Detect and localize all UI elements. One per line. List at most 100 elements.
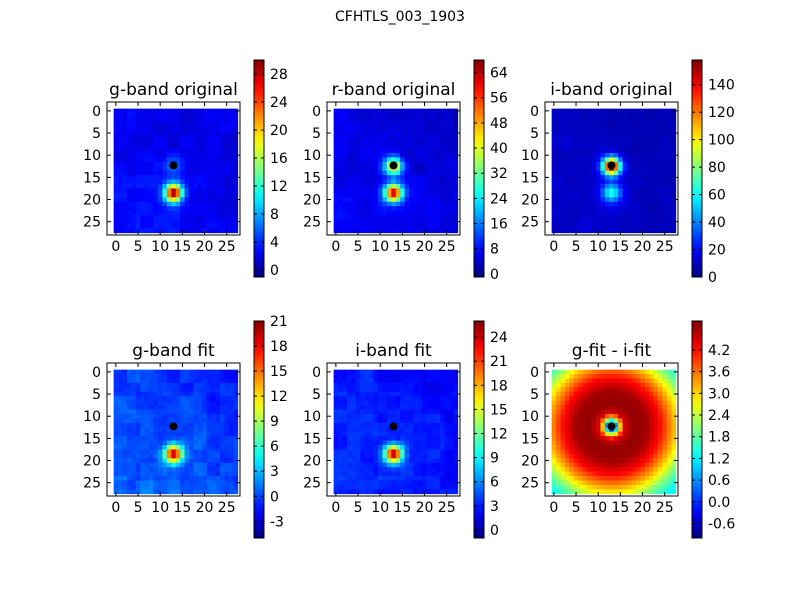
heatmap-cell — [640, 228, 646, 234]
heatmap-cell — [135, 387, 141, 393]
heatmap-cell — [166, 148, 172, 154]
heatmap-cell — [417, 484, 423, 490]
heatmap-cell — [351, 144, 357, 149]
heatmap-cell — [364, 440, 370, 446]
heatmap-cell — [118, 117, 123, 123]
heatmap-cell — [224, 449, 230, 455]
heatmap-cell — [162, 378, 168, 384]
heatmap-cell — [618, 440, 623, 446]
heatmap-cell — [573, 121, 579, 127]
heatmap-cell — [404, 179, 410, 185]
heatmap-cell — [233, 215, 239, 220]
heatmap-cell — [118, 484, 123, 490]
heatmap-cell — [631, 228, 637, 234]
heatmap-cell — [453, 201, 459, 207]
heatmap-cell — [671, 440, 677, 446]
heatmap-cell — [386, 135, 392, 141]
heatmap-cell — [640, 378, 646, 384]
heatmap-cell — [627, 175, 632, 180]
heatmap-cell — [180, 471, 185, 477]
heatmap-cell — [333, 467, 339, 472]
heatmap-cell — [360, 228, 366, 234]
heatmap-cell — [564, 184, 570, 189]
heatmap-cell — [435, 453, 441, 459]
heatmap-cell — [671, 108, 677, 114]
heatmap-cell — [215, 113, 221, 118]
heatmap-cell — [395, 378, 401, 384]
heatmap-cell — [144, 184, 150, 189]
heatmap-cell — [653, 135, 659, 141]
heatmap-cell — [162, 166, 168, 172]
heatmap-cell — [627, 369, 632, 375]
heatmap-cell — [644, 197, 650, 203]
heatmap-cell — [131, 223, 137, 229]
heatmap-cell — [126, 484, 132, 490]
heatmap-cell — [653, 228, 659, 234]
heatmap-cell — [622, 219, 628, 225]
heatmap-cell — [653, 188, 659, 194]
heatmap-cell — [573, 148, 579, 154]
heatmap-cell — [118, 192, 123, 198]
heatmap-cell — [157, 157, 163, 163]
heatmap-cell — [440, 387, 445, 393]
heatmap-cell — [395, 422, 401, 428]
heatmap-cell — [351, 374, 357, 379]
heatmap-cell — [197, 480, 203, 486]
heatmap-cell — [175, 135, 181, 141]
heatmap-cell — [228, 170, 234, 176]
heatmap-cell — [233, 223, 239, 229]
heatmap-cell — [351, 135, 357, 141]
heatmap-cell — [140, 405, 146, 410]
heatmap-cell — [604, 223, 610, 229]
heatmap-cell — [206, 471, 212, 477]
heatmap-cell — [211, 400, 216, 406]
heatmap-cell — [622, 418, 628, 424]
heatmap-cell — [440, 378, 445, 384]
heatmap-cell — [618, 130, 623, 136]
heatmap-cell — [135, 108, 141, 114]
heatmap-cell — [149, 113, 154, 118]
heatmap-cell — [189, 413, 194, 419]
heatmap-cell — [604, 192, 610, 198]
heatmap-cell — [184, 378, 190, 384]
heatmap-cell — [627, 201, 632, 207]
heatmap-cell — [564, 431, 570, 437]
heatmap-cell — [435, 121, 441, 127]
heatmap-cell — [391, 413, 397, 419]
heatmap-cell — [604, 179, 610, 185]
heatmap-cell — [587, 413, 592, 419]
heatmap-cell — [564, 201, 570, 207]
heatmap-cell — [644, 445, 650, 450]
heatmap-cell — [162, 436, 168, 441]
heatmap-cell — [653, 157, 659, 163]
heatmap-cell — [180, 210, 185, 216]
heatmap-cell — [175, 391, 181, 397]
heatmap-cell — [233, 188, 239, 194]
heatmap-cell — [604, 170, 610, 176]
heatmap-cell — [409, 480, 414, 486]
heatmap-cell — [184, 453, 190, 459]
heatmap-cell — [426, 206, 432, 211]
heatmap-cell — [627, 219, 632, 225]
heatmap-cell — [587, 201, 592, 207]
heatmap-cell — [140, 206, 146, 211]
heatmap-cell — [220, 157, 225, 163]
heatmap-cell — [197, 458, 203, 464]
heatmap-cell — [333, 201, 339, 207]
heatmap-cell — [422, 170, 428, 176]
heatmap-cell — [342, 152, 348, 158]
heatmap-cell — [591, 391, 597, 397]
heatmap-cell — [426, 405, 432, 410]
heatmap-cell — [622, 148, 628, 154]
heatmap-cell — [364, 374, 370, 379]
heatmap-cell — [556, 201, 561, 207]
heatmap-cell — [431, 152, 436, 158]
heatmap-cell — [658, 228, 663, 234]
heatmap-cell — [413, 210, 419, 216]
heatmap-cell — [573, 453, 579, 459]
heatmap-cell — [157, 192, 163, 198]
heatmap-cell — [197, 170, 203, 176]
colorbar-tick-label: 40 — [708, 215, 726, 231]
heatmap-cell — [135, 413, 141, 419]
heatmap-cell — [609, 480, 615, 486]
